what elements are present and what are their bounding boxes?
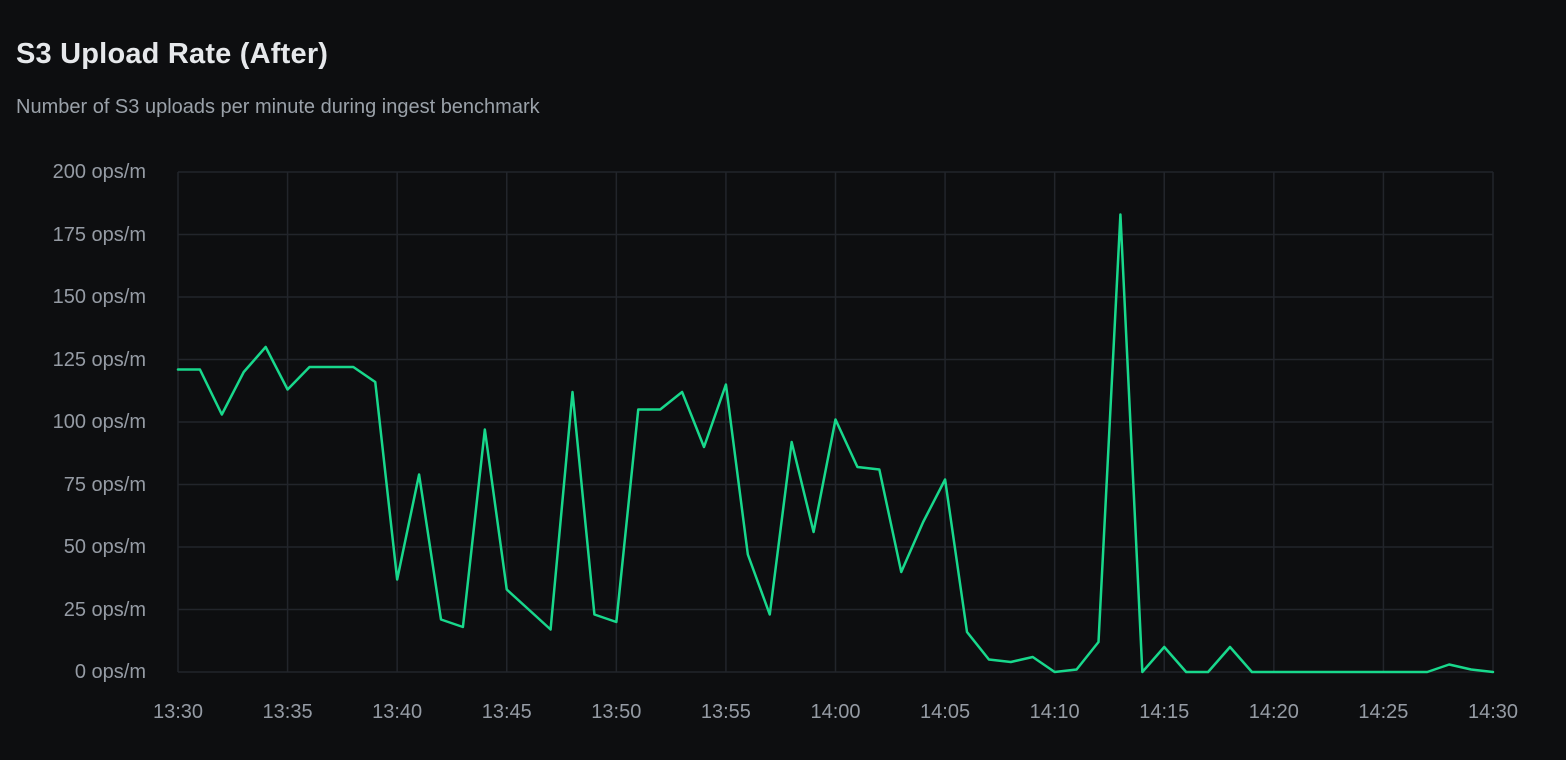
x-tick-label: 13:55 [700,701,751,723]
y-tick-label: 50 ops/m [63,536,146,558]
x-tick-label: 13:30 [152,701,204,723]
s3-upload-rate-line [176,171,1495,674]
x-tick-label: 14:20 [1248,701,1299,723]
series-line [176,213,1495,674]
x-tick-label: 13:50 [591,701,642,723]
y-tick-label: 25 ops/m [63,598,146,621]
chart-subtitle: Number of S3 uploads per minute during i… [16,96,540,118]
line-chart-plot-area[interactable] [176,171,1495,674]
y-tick-label: 150 ops/m [52,286,146,308]
y-tick-label: 175 ops/m [52,223,146,246]
y-tick-label: 200 ops/m [52,161,146,183]
y-tick-label: 75 ops/m [63,473,146,496]
x-tick-label: 13:40 [372,701,423,723]
y-tick-label: 125 ops/m [52,348,146,371]
y-tick-label: 100 ops/m [52,411,146,433]
x-tick-label: 14:00 [810,701,861,723]
x-tick-label: 13:35 [262,701,313,723]
x-tick-label: 13:45 [481,701,532,723]
x-tick-label: 14:05 [920,701,971,723]
y-tick-label: 0 ops/m [74,661,146,683]
x-tick-label: 14:15 [1139,701,1190,723]
x-tick-label: 14:25 [1358,701,1409,723]
chart-title: S3 Upload Rate (After) [16,38,329,70]
x-tick-label: 14:10 [1029,701,1080,723]
x-tick-label: 14:30 [1467,701,1519,723]
